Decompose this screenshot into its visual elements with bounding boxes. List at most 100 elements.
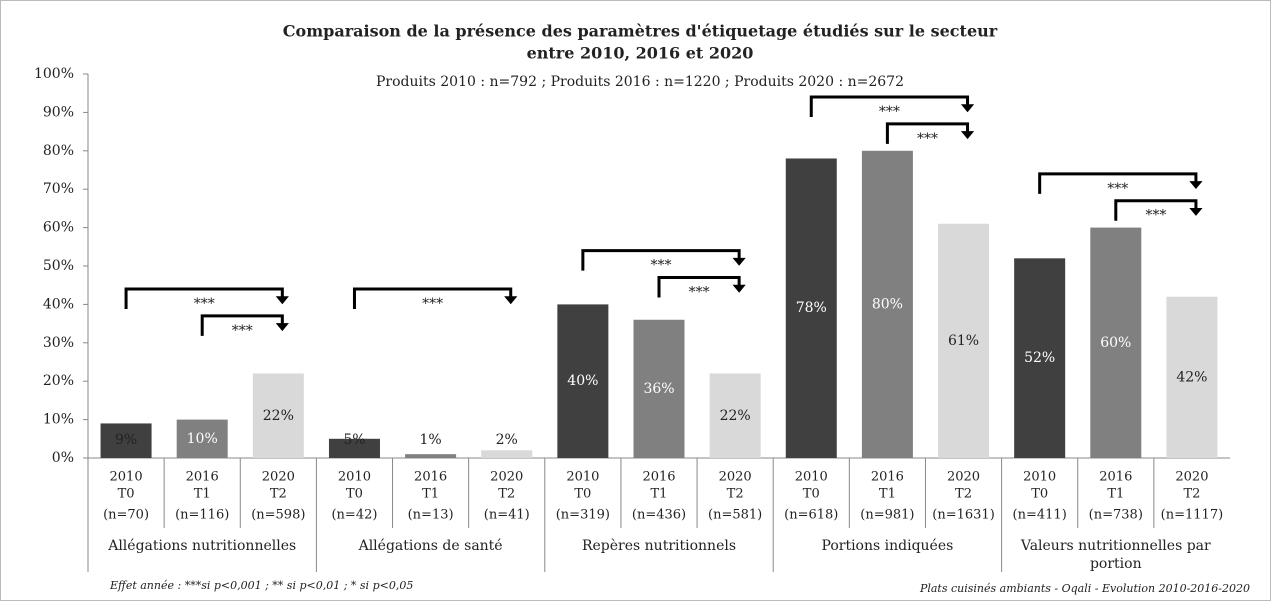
value-label: 36% [643, 381, 674, 397]
group-label: Allégations nutritionnelles [107, 538, 296, 554]
x-tick-label: 2020 [947, 470, 980, 485]
x-tick-label: 2016 [414, 470, 447, 485]
y-tick-label: 100% [34, 66, 74, 82]
x-tick-label: (n=598) [251, 508, 305, 523]
x-tick-label: 2010 [795, 470, 828, 485]
bracket-arrow [1189, 207, 1203, 216]
x-tick-label: 2010 [110, 470, 143, 485]
value-label: 2% [496, 432, 518, 448]
y-tick-label: 10% [43, 412, 74, 428]
value-label: 22% [720, 408, 751, 424]
x-tick-label: T0 [346, 487, 363, 502]
x-tick-label: 2016 [642, 470, 675, 485]
group-label: Repères nutritionnels [582, 538, 736, 554]
x-tick-label: (n=70) [103, 508, 149, 523]
x-tick-label: T0 [574, 487, 591, 502]
significance-label: *** [194, 296, 215, 312]
significance-label: *** [232, 323, 253, 339]
bar [938, 223, 990, 458]
significance-label: *** [422, 296, 443, 312]
x-tick-label: T1 [1107, 487, 1124, 502]
bracket-arrow [504, 296, 518, 305]
x-tick-label: (n=738) [1089, 508, 1143, 523]
value-label: 22% [263, 408, 294, 424]
y-tick-label: 40% [43, 296, 74, 312]
significance-bracket [200, 314, 284, 336]
x-tick-label: (n=581) [708, 508, 762, 523]
bracket-arrow [732, 257, 746, 266]
x-tick-label: 2020 [719, 470, 752, 485]
value-label: 40% [567, 373, 598, 389]
value-label: 60% [1100, 335, 1131, 351]
significance-label: *** [1145, 208, 1166, 224]
significance-bracket [657, 276, 741, 298]
x-tick-label: 2020 [1175, 470, 1208, 485]
significance-label: *** [879, 104, 900, 120]
x-tick-label: 2010 [1023, 470, 1056, 485]
x-tick-label: (n=436) [632, 508, 686, 523]
significance-label: *** [917, 131, 938, 147]
value-label: 5% [343, 432, 365, 448]
x-tick-label: (n=618) [784, 508, 838, 523]
chart-subtitle: Produits 2010 : n=792 ; Produits 2016 : … [376, 74, 904, 90]
x-tick-label: 2020 [262, 470, 295, 485]
x-tick-label: T2 [270, 487, 287, 502]
bar [100, 423, 152, 458]
x-tick-label: (n=411) [1013, 508, 1067, 523]
value-label: 52% [1024, 350, 1055, 366]
significance-bracket [1114, 199, 1198, 221]
x-tick-label: 2016 [186, 470, 219, 485]
significance-bracket [352, 287, 513, 310]
bar [861, 150, 913, 459]
group-label: Portions indiquées [821, 538, 953, 554]
bar [709, 373, 761, 458]
y-tick-label: 20% [43, 373, 74, 389]
value-label: 10% [187, 431, 218, 447]
x-tick-label: (n=41) [484, 508, 530, 523]
y-tick-label: 0% [52, 450, 74, 466]
y-tick-label: 80% [43, 143, 74, 159]
x-tick-label: T2 [498, 487, 515, 502]
bar [481, 450, 533, 458]
x-tick-label: 2020 [490, 470, 523, 485]
x-tick-label: (n=42) [331, 508, 377, 523]
bar [405, 454, 457, 458]
x-tick-label: 2016 [871, 470, 904, 485]
bar [785, 158, 837, 459]
y-tick-label: 70% [43, 181, 74, 197]
x-tick-label: T1 [194, 487, 211, 502]
value-label: 9% [115, 432, 137, 448]
bar [1166, 296, 1218, 458]
y-tick-label: 50% [43, 258, 74, 274]
bar [1090, 227, 1142, 458]
bracket-arrow [732, 284, 746, 293]
x-tick-label: T1 [651, 487, 668, 502]
x-tick-label: (n=116) [175, 508, 229, 523]
value-label: 1% [419, 432, 441, 448]
significance-bracket [809, 95, 970, 118]
y-tick-label: 90% [43, 104, 74, 120]
x-tick-label: T0 [1031, 487, 1048, 502]
bar [633, 319, 685, 458]
value-label: 78% [796, 300, 827, 316]
x-tick-label: (n=319) [556, 508, 610, 523]
y-tick-label: 30% [43, 335, 74, 351]
x-tick-label: 2010 [338, 470, 371, 485]
x-tick-label: T2 [1183, 487, 1200, 502]
significance-label: *** [651, 258, 672, 274]
x-tick-label: 2010 [566, 470, 599, 485]
bar [557, 304, 609, 458]
x-tick-label: T1 [422, 487, 439, 502]
x-tick-label: (n=981) [860, 508, 914, 523]
bracket-arrow [960, 104, 975, 113]
bracket-arrow [275, 323, 289, 332]
bar [176, 419, 228, 458]
bar [1014, 258, 1066, 458]
x-tick-label: 2016 [1099, 470, 1132, 485]
x-tick-label: T1 [879, 487, 896, 502]
bar [252, 373, 304, 458]
x-tick-label: (n=1631) [932, 508, 995, 523]
x-tick-label: T0 [118, 487, 135, 502]
footnote: Effet année : ***si p<0,001 ; ** si p<0,… [109, 579, 413, 592]
significance-label: *** [1107, 181, 1128, 197]
